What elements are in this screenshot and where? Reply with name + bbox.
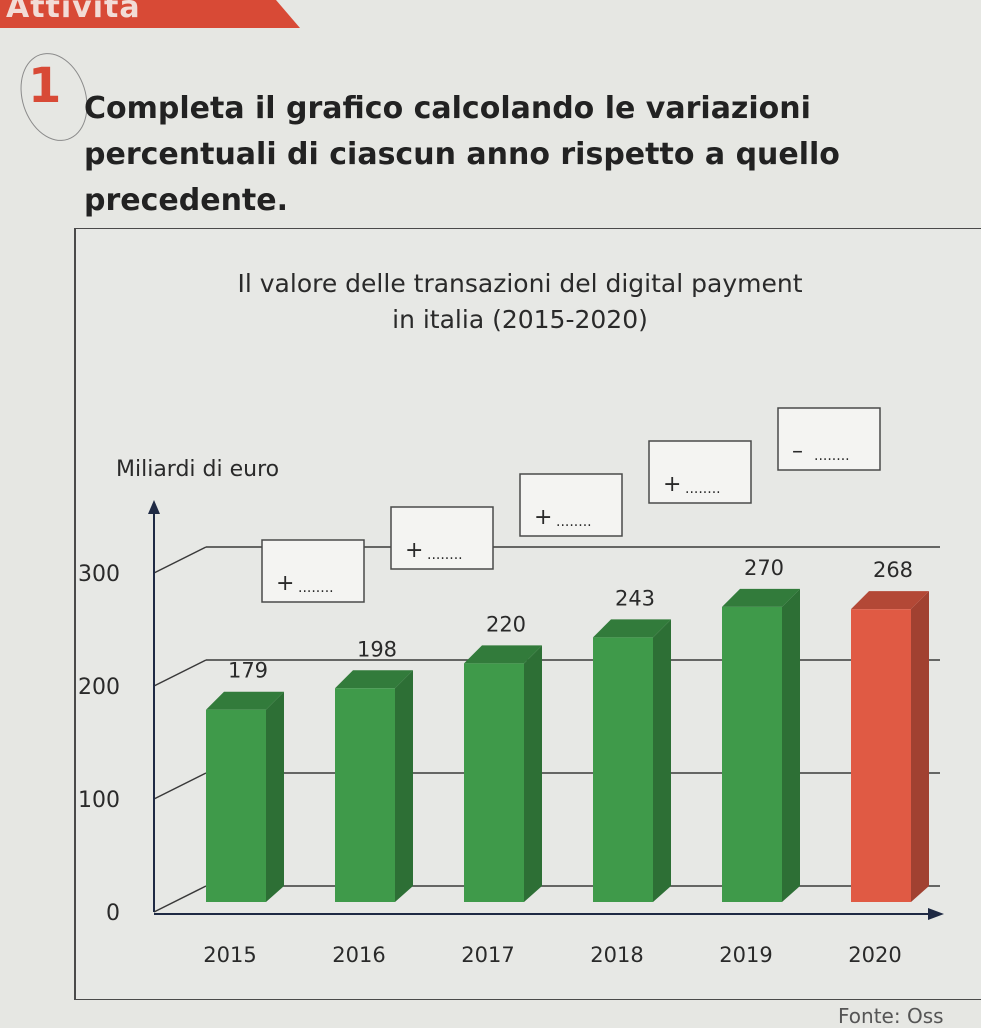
change-sign: + [534, 505, 552, 530]
x-tick-label: 2015 [203, 943, 256, 967]
bar-side [782, 588, 800, 902]
bar-top [206, 691, 284, 710]
chart-title-block: Il valore delle transazioni del digital … [150, 266, 890, 338]
bar-side [266, 691, 284, 902]
bar-side [395, 670, 413, 902]
change-sign: + [663, 472, 681, 497]
gridline-diagonal [153, 546, 207, 574]
change-blank: ........ [556, 514, 592, 530]
change-blank: ........ [298, 580, 334, 596]
source-note: Fonte: Oss [838, 1004, 944, 1028]
bar-side [911, 591, 929, 902]
bar [593, 637, 653, 902]
bar-top [722, 588, 800, 607]
bar-top [851, 591, 929, 610]
y-tick-label: 0 [106, 901, 120, 926]
value-label: 198 [357, 637, 397, 661]
change-box [777, 407, 881, 471]
change-sign: – [792, 439, 803, 464]
bar [335, 688, 395, 902]
x-axis-arrow [928, 908, 944, 920]
change-blank: ........ [427, 547, 463, 563]
exercise-instructions: Completa il grafico calcolando le variaz… [84, 91, 840, 218]
change-box [648, 440, 752, 504]
bar-top [593, 619, 671, 638]
value-label: 243 [615, 586, 655, 610]
bar-top [464, 645, 542, 664]
y-tick-label: 200 [78, 675, 120, 700]
bar [851, 609, 911, 902]
x-tick-label: 2020 [848, 943, 901, 967]
gridline-diagonal [153, 659, 207, 687]
bar-side [653, 619, 671, 902]
change-sign: + [276, 571, 294, 596]
gridline-diagonal [153, 772, 207, 800]
change-box [390, 506, 494, 570]
bar-side [524, 645, 542, 902]
x-tick-label: 2017 [461, 943, 514, 967]
chart-subtitle: in italia (2015-2020) [392, 305, 648, 334]
x-tick-label: 2016 [332, 943, 385, 967]
bar [206, 709, 266, 902]
change-blank: ........ [685, 481, 721, 497]
chart-title: Il valore delle transazioni del digital … [237, 269, 803, 298]
section-header: Attività [6, 0, 141, 25]
change-box [519, 473, 623, 537]
x-tick-label: 2019 [719, 943, 772, 967]
change-sign: + [405, 538, 423, 563]
bar-top [335, 670, 413, 689]
y-axis-arrow [148, 500, 160, 514]
change-blank: ........ [814, 448, 850, 464]
section-header-band [0, 0, 300, 28]
y-tick-label: 100 [78, 788, 120, 813]
change-box [261, 539, 365, 603]
bar [464, 663, 524, 902]
value-label: 270 [744, 556, 784, 580]
x-tick-label: 2018 [590, 943, 643, 967]
bar [722, 606, 782, 902]
y-tick-label: 300 [78, 562, 120, 587]
value-label: 268 [873, 558, 913, 582]
exercise-number: 1 [28, 58, 62, 114]
y-axis-label: Miliardi di euro [116, 457, 279, 482]
value-label: 220 [486, 612, 526, 636]
gridline-diagonal [153, 885, 207, 913]
value-label: 179 [228, 659, 268, 683]
